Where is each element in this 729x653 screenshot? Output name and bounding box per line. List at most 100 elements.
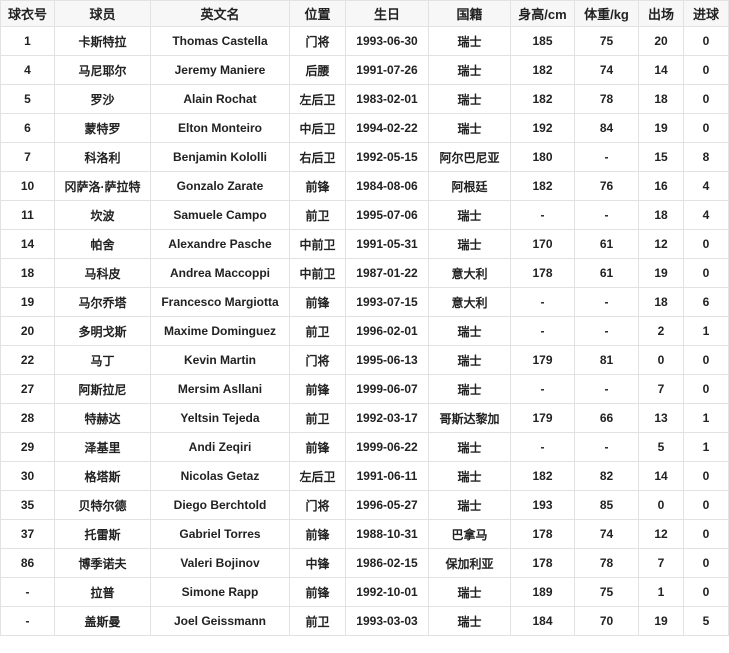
cell-height: - — [510, 200, 575, 230]
cell-weight: - — [574, 432, 639, 462]
cell-birthday: 1983-02-01 — [345, 84, 429, 114]
cell-goals: 0 — [683, 26, 729, 56]
cell-appearances: 16 — [638, 171, 684, 201]
cell-goals: 4 — [683, 200, 729, 230]
cell-english-name: Gabriel Torres — [150, 519, 290, 549]
cell-english-name: Jeremy Maniere — [150, 55, 290, 85]
cell-position: 前锋 — [289, 374, 346, 404]
cell-height: 170 — [510, 229, 575, 259]
cell-nationality: 瑞士 — [428, 606, 511, 636]
cell-goals: 0 — [683, 84, 729, 114]
cell-english-name: Nicolas Getaz — [150, 461, 290, 491]
cell-birthday: 1988-10-31 — [345, 519, 429, 549]
cell-jersey-number: 4 — [0, 55, 55, 85]
cell-position: 右后卫 — [289, 142, 346, 172]
cell-jersey-number: 20 — [0, 316, 55, 346]
cell-appearances: 12 — [638, 519, 684, 549]
table-row: 28 特赫达 Yeltsin Tejeda 前卫 1992-03-17 哥斯达黎加 179 6… — [0, 403, 729, 433]
cell-nationality: 瑞士 — [428, 113, 511, 143]
cell-birthday: 1994-02-22 — [345, 113, 429, 143]
cell-position: 门将 — [289, 345, 346, 375]
cell-nationality: 瑞士 — [428, 345, 511, 375]
cell-goals: 1 — [683, 432, 729, 462]
cell-nationality: 瑞士 — [428, 461, 511, 491]
cell-height: 178 — [510, 548, 575, 578]
cell-height: - — [510, 287, 575, 317]
cell-weight: - — [574, 316, 639, 346]
cell-nationality: 瑞士 — [428, 229, 511, 259]
cell-player-name: 多明戈斯 — [54, 316, 151, 346]
cell-goals: 0 — [683, 548, 729, 578]
table-row: 11 坎波 Samuele Campo 前卫 1995-07-06 瑞士 - -18 4 — [0, 200, 729, 230]
cell-english-name: Francesco Margiotta — [150, 287, 290, 317]
cell-height: 189 — [510, 577, 575, 607]
cell-appearances: 5 — [638, 432, 684, 462]
cell-goals: 0 — [683, 113, 729, 143]
table-row: 86 博季诺夫 Valeri Bojinov 中锋 1986-02-15 保加利亚 178 7… — [0, 548, 729, 578]
cell-weight: 66 — [574, 403, 639, 433]
cell-nationality: 哥斯达黎加 — [428, 403, 511, 433]
cell-jersey-number: 6 — [0, 113, 55, 143]
cell-height: 182 — [510, 84, 575, 114]
cell-height: 182 — [510, 171, 575, 201]
cell-height: 182 — [510, 55, 575, 85]
cell-birthday: 1992-03-17 — [345, 403, 429, 433]
table-row: 19 马尔乔塔 Francesco Margiotta 前锋 1993-07-15 意大利… — [0, 287, 729, 317]
cell-weight: 74 — [574, 55, 639, 85]
cell-player-name: 卡斯特拉 — [54, 26, 151, 56]
header-jersey-number: 球衣号 — [0, 0, 55, 27]
cell-goals: 0 — [683, 345, 729, 375]
cell-player-name: 托雷斯 — [54, 519, 151, 549]
cell-position: 前锋 — [289, 432, 346, 462]
cell-jersey-number: 5 — [0, 84, 55, 114]
cell-height: - — [510, 374, 575, 404]
cell-nationality: 瑞士 — [428, 200, 511, 230]
table-row: 29 泽基里 Andi Zeqiri 前锋 1999-06-22 瑞士 - -5 1 — [0, 432, 729, 462]
cell-birthday: 1986-02-15 — [345, 548, 429, 578]
cell-nationality: 阿根廷 — [428, 171, 511, 201]
cell-weight: 70 — [574, 606, 639, 636]
cell-goals: 1 — [683, 316, 729, 346]
cell-goals: 0 — [683, 519, 729, 549]
cell-height: 185 — [510, 26, 575, 56]
cell-nationality: 瑞士 — [428, 26, 511, 56]
cell-player-name: 盖斯曼 — [54, 606, 151, 636]
cell-appearances: 2 — [638, 316, 684, 346]
cell-player-name: 帕舍 — [54, 229, 151, 259]
cell-weight: - — [574, 374, 639, 404]
cell-english-name: Kevin Martin — [150, 345, 290, 375]
cell-player-name: 冈萨洛·萨拉特 — [54, 171, 151, 201]
cell-birthday: 1993-07-15 — [345, 287, 429, 317]
cell-english-name: Alexandre Pasche — [150, 229, 290, 259]
cell-player-name: 拉普 — [54, 577, 151, 607]
table-header-row: 球衣号 球员 英文名 位置 生日 国籍 身高/cm 体重/kg 出场 进球 — [0, 0, 729, 27]
cell-appearances: 13 — [638, 403, 684, 433]
cell-jersey-number: 14 — [0, 229, 55, 259]
table-row: 6 蒙特罗 Elton Monteiro 中后卫 1994-02-22 瑞士 192 84 19… — [0, 113, 729, 143]
cell-jersey-number: 27 — [0, 374, 55, 404]
cell-height: 193 — [510, 490, 575, 520]
cell-nationality: 瑞士 — [428, 374, 511, 404]
cell-position: 左后卫 — [289, 461, 346, 491]
cell-weight: 78 — [574, 548, 639, 578]
cell-nationality: 瑞士 — [428, 490, 511, 520]
cell-weight: 61 — [574, 229, 639, 259]
cell-player-name: 马科皮 — [54, 258, 151, 288]
cell-nationality: 意大利 — [428, 287, 511, 317]
cell-player-name: 蒙特罗 — [54, 113, 151, 143]
cell-height: 182 — [510, 461, 575, 491]
cell-english-name: Andi Zeqiri — [150, 432, 290, 462]
cell-weight: 61 — [574, 258, 639, 288]
cell-position: 左后卫 — [289, 84, 346, 114]
cell-english-name: Simone Rapp — [150, 577, 290, 607]
cell-player-name: 罗沙 — [54, 84, 151, 114]
cell-weight: 85 — [574, 490, 639, 520]
cell-jersey-number: 1 — [0, 26, 55, 56]
cell-jersey-number: 29 — [0, 432, 55, 462]
cell-player-name: 博季诺夫 — [54, 548, 151, 578]
cell-appearances: 18 — [638, 287, 684, 317]
table-row: 10 冈萨洛·萨拉特 Gonzalo Zarate 前锋 1984-08-06 阿根廷 18… — [0, 171, 729, 201]
cell-jersey-number: 35 — [0, 490, 55, 520]
table-row: 27 阿斯拉尼 Mersim Asllani 前锋 1999-06-07 瑞士 - -7 0 — [0, 374, 729, 404]
cell-birthday: 1993-06-30 — [345, 26, 429, 56]
